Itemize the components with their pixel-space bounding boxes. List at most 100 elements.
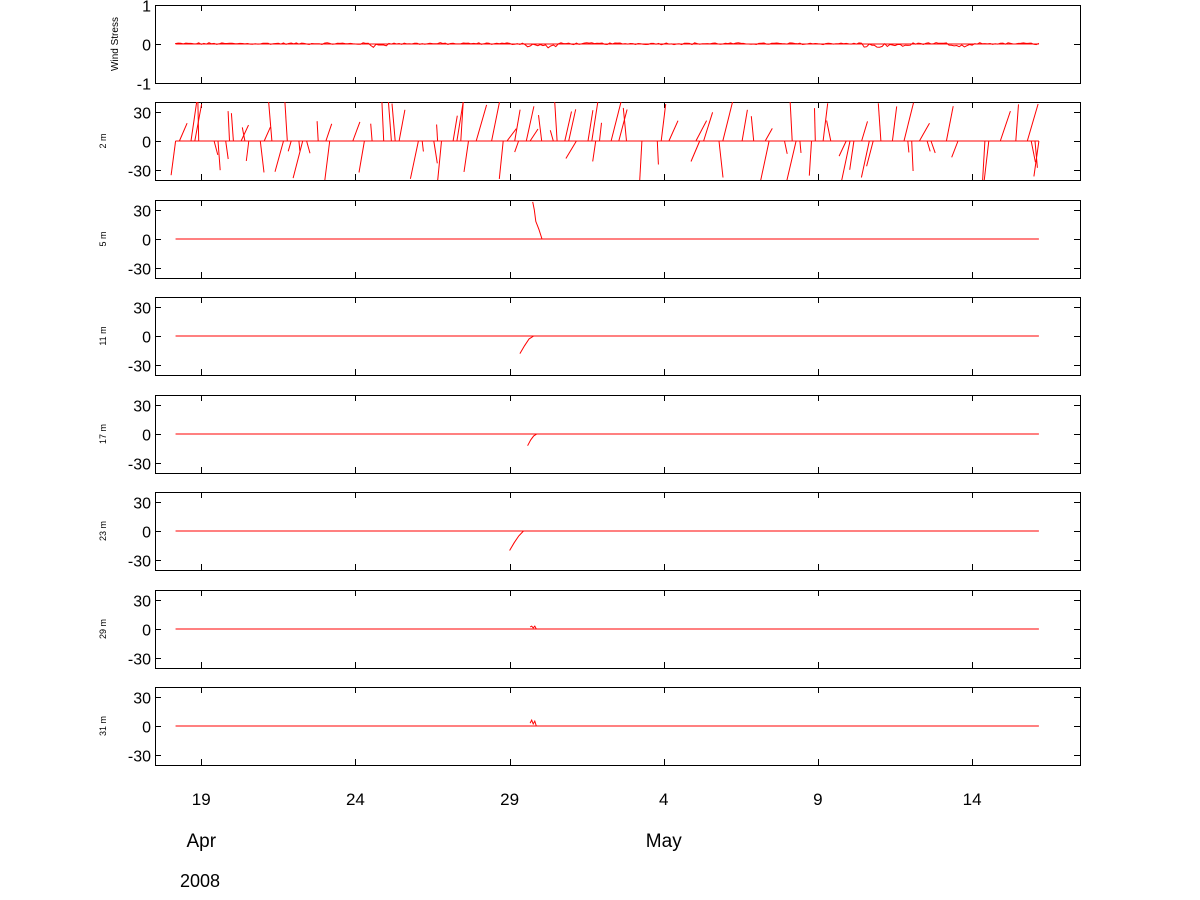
x-tick-label: 24 — [346, 790, 365, 809]
wind-stress-line — [175, 42, 1040, 49]
y-tick-label: 30 — [133, 204, 151, 221]
velocity-stick — [926, 140, 931, 152]
velocity-stick — [1034, 140, 1038, 168]
velocity-stick — [178, 123, 188, 142]
velocity-stick — [298, 140, 301, 152]
panel-6: 30 0 -30 23 m — [98, 492, 1081, 571]
velocity-stick — [213, 140, 219, 156]
x-tick-label: 29 — [500, 790, 519, 809]
velocity-stick — [808, 140, 812, 176]
velocity-stick — [622, 107, 627, 142]
panel-ylabel: Wind Stress — [110, 17, 121, 71]
y-tick-label: 30 — [133, 691, 151, 708]
velocity-stick — [786, 140, 797, 180]
velocity-stick — [951, 140, 959, 158]
panel-ylabel: 2 m — [98, 133, 108, 148]
series — [175, 625, 1039, 630]
event-stick — [527, 433, 538, 446]
y-tick-label: -1 — [137, 77, 151, 94]
event-stick — [509, 530, 524, 551]
y-tick-label: -30 — [128, 164, 151, 181]
event-stick — [529, 625, 537, 630]
series — [175, 433, 1039, 446]
velocity-stick — [789, 102, 793, 142]
year-label: 2008 — [180, 871, 220, 891]
velocity-stick — [325, 123, 333, 142]
velocity-stick — [525, 106, 535, 142]
velocity-stick — [475, 104, 488, 142]
velocity-stick — [514, 140, 520, 153]
y-tick-label: 0 — [142, 623, 151, 640]
velocity-stick — [538, 115, 543, 142]
event-stick — [532, 201, 543, 240]
velocity-stick — [190, 102, 198, 142]
velocity-stick — [274, 140, 284, 172]
month-label: Apr — [186, 831, 216, 852]
velocity-stick — [690, 140, 701, 162]
velocity-stick — [506, 128, 517, 142]
velocity-stick — [433, 140, 438, 164]
velocity-stick — [514, 109, 521, 142]
velocity-stick — [306, 140, 311, 154]
panel-8: 30 0 -30 31 m — [98, 687, 1081, 766]
velocity-stick — [436, 124, 439, 142]
y-tick-label: -30 — [128, 457, 151, 474]
velocity-stick — [668, 120, 679, 142]
velocity-stick — [849, 140, 855, 170]
y-tick-label: 0 — [142, 428, 151, 445]
panel-1: 1 0 -1 Wind Stress — [110, 0, 1081, 94]
velocity-stick — [764, 128, 773, 142]
velocity-stick — [358, 140, 365, 173]
velocity-stick — [587, 110, 594, 142]
velocity-stick — [284, 102, 288, 142]
velocity-stick — [591, 102, 599, 142]
series — [175, 530, 1039, 551]
velocity-stick — [695, 120, 708, 142]
velocity-stick — [891, 106, 898, 142]
velocity-stick — [660, 104, 667, 142]
velocity-stick — [498, 140, 504, 179]
panel-ylabel: 29 m — [98, 619, 108, 639]
y-tick-label: -30 — [128, 359, 151, 376]
event-stick — [529, 718, 537, 727]
y-tick-label: 0 — [142, 38, 151, 55]
velocity-stick — [592, 140, 597, 162]
velocity-stick — [263, 126, 271, 142]
velocity-stick — [983, 140, 990, 180]
velocity-stick — [599, 122, 602, 142]
y-tick-label: 30 — [133, 301, 151, 318]
y-tick-label: 0 — [142, 135, 151, 152]
velocity-stick — [999, 110, 1011, 142]
y-tick-label: 1 — [142, 0, 151, 16]
velocity-stick — [370, 123, 373, 142]
velocity-stick — [703, 112, 714, 142]
panel-4: 30 0 -30 11 m — [98, 297, 1081, 376]
velocity-stick — [268, 102, 273, 142]
panel-3: 30 0 -30 5 m — [98, 200, 1081, 279]
y-tick-label: -30 — [128, 554, 151, 571]
y-tick-label: 30 — [133, 594, 151, 611]
velocity-stick — [722, 102, 734, 142]
y-tick-label: -30 — [128, 749, 151, 766]
velocity-stick — [784, 140, 788, 154]
velocity-stick — [918, 122, 930, 142]
velocity-stick — [565, 140, 577, 159]
y-tick-label: 0 — [142, 233, 151, 250]
x-tick-label: 4 — [659, 790, 668, 809]
velocity-stick — [241, 127, 246, 142]
velocity-stick — [259, 140, 265, 173]
panel-ylabel: 31 m — [98, 716, 108, 736]
x-axis: 19 24 29 4 9 14 Apr May 2008 — [180, 790, 982, 891]
velocity-stick — [841, 140, 851, 180]
y-tick-label: 0 — [142, 330, 151, 347]
x-tick-label: 19 — [192, 790, 211, 809]
velocity-stick — [718, 140, 724, 178]
panel-ylabel: 17 m — [98, 424, 108, 444]
series — [175, 335, 1039, 354]
velocity-stick — [760, 140, 770, 180]
velocity-stick — [930, 140, 936, 154]
panels: 1 0 -1 Wind Stress 30 0 -30 2 m 30 0 -30 5 m 30 0 -30 1… — [98, 0, 1081, 766]
y-tick-label: 0 — [142, 525, 151, 542]
y-tick-label: 30 — [133, 399, 151, 416]
